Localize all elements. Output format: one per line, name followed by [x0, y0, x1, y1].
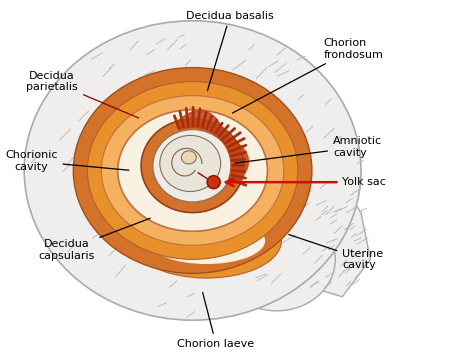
Ellipse shape	[101, 95, 284, 245]
Ellipse shape	[141, 119, 244, 213]
Polygon shape	[295, 185, 370, 297]
Ellipse shape	[219, 208, 335, 311]
Polygon shape	[176, 110, 248, 182]
Text: Decidua
capsularis: Decidua capsularis	[38, 218, 150, 261]
Text: Chorionic
cavity: Chorionic cavity	[5, 150, 129, 172]
Ellipse shape	[182, 151, 196, 164]
Ellipse shape	[73, 67, 312, 273]
Text: Uterine
cavity: Uterine cavity	[289, 235, 383, 270]
Ellipse shape	[148, 217, 265, 264]
Text: Chorion laeve: Chorion laeve	[177, 293, 255, 349]
Ellipse shape	[118, 110, 267, 231]
Ellipse shape	[153, 130, 232, 202]
Text: Decidua
parietalis: Decidua parietalis	[27, 71, 138, 118]
Text: Chorion
frondosum: Chorion frondosum	[232, 38, 383, 113]
Text: Yolk sac: Yolk sac	[226, 177, 386, 187]
Text: Decidua basalis: Decidua basalis	[186, 11, 274, 91]
Ellipse shape	[160, 135, 221, 192]
Ellipse shape	[132, 203, 282, 278]
Ellipse shape	[207, 176, 220, 189]
Ellipse shape	[24, 21, 361, 320]
Ellipse shape	[87, 82, 298, 260]
Text: Amniotic
cavity: Amniotic cavity	[235, 136, 382, 163]
